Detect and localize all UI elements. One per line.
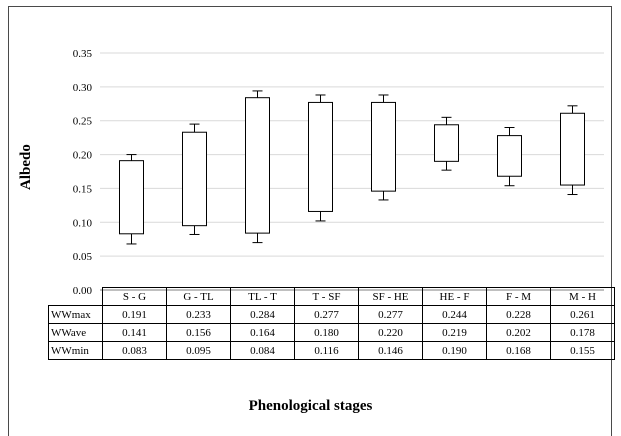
table-cell: 0.095	[166, 341, 231, 360]
table-row: WWave 0.141 0.156 0.164 0.180 0.220 0.219 0.202…	[48, 323, 615, 342]
table-cell: 0.156	[166, 323, 231, 342]
box	[245, 97, 270, 234]
table-cell: 0.244	[422, 305, 487, 324]
box-series	[119, 90, 585, 245]
grid-lines	[100, 52, 604, 291]
table-cell: 0.168	[486, 341, 551, 360]
category-label: M - H	[550, 287, 615, 306]
table-row-label: WWave	[48, 323, 103, 342]
category-label: T - SF	[294, 287, 359, 306]
table-corner	[49, 288, 103, 306]
table-cell: 0.083	[102, 341, 167, 360]
table-row-label: WWmax	[48, 305, 103, 324]
category-label: F - M	[486, 287, 551, 306]
table-cell: 0.180	[294, 323, 359, 342]
box	[371, 101, 396, 192]
y-tick-label: 0.35	[73, 48, 93, 60]
box-group-1	[119, 154, 144, 245]
y-tick-label: 0.20	[73, 150, 93, 162]
y-tick-label: 0.15	[73, 183, 93, 195]
box	[434, 124, 459, 162]
table-cell: 0.084	[230, 341, 295, 360]
category-label: HE - F	[422, 287, 487, 306]
table-cell: 0.155	[550, 341, 615, 360]
box-group-3	[245, 90, 270, 244]
table-cell: 0.178	[550, 323, 615, 342]
table-cell: 0.191	[102, 305, 167, 324]
box-group-6	[434, 116, 459, 171]
category-label: G - TL	[166, 287, 231, 306]
y-tick-label: 0.30	[73, 82, 93, 94]
y-tick-label: 0.10	[73, 217, 93, 229]
table-row-label: WWmin	[48, 341, 103, 360]
y-tick-labels: 0.00 0.05 0.10 0.15 0.20 0.25 0.30 0.35	[73, 48, 93, 297]
box-group-4	[308, 94, 333, 222]
table-cell: 0.116	[294, 341, 359, 360]
box	[497, 135, 522, 177]
table-cell: 0.164	[230, 323, 295, 342]
category-label: S - G	[102, 287, 167, 306]
table-cell: 0.190	[422, 341, 487, 360]
table-cell: 0.219	[422, 323, 487, 342]
table-row: WWmin 0.083 0.095 0.084 0.116 0.146 0.190 0.168…	[48, 341, 615, 360]
category-label: SF - HE	[358, 287, 423, 306]
table-cell: 0.141	[102, 323, 167, 342]
table-cell: 0.202	[486, 323, 551, 342]
box	[560, 112, 585, 186]
table-cell: 0.277	[294, 305, 359, 324]
table-cell: 0.146	[358, 341, 423, 360]
x-axis-title: Phenological stages	[248, 398, 373, 414]
y-tick-label: 0.00	[73, 285, 93, 297]
y-axis-title: Albedo	[18, 144, 34, 190]
table-cell: 0.228	[486, 305, 551, 324]
box-group-8	[560, 105, 585, 196]
table-cell: 0.233	[166, 305, 231, 324]
box-group-2	[182, 123, 207, 235]
table-cell: 0.277	[358, 305, 423, 324]
table-cell: 0.284	[230, 305, 295, 324]
table-row: WWmax 0.191 0.233 0.284 0.277 0.277 0.244 0.228…	[48, 305, 615, 324]
table-cell: 0.261	[550, 305, 615, 324]
box-group-5	[371, 94, 396, 201]
category-label: TL - T	[230, 287, 295, 306]
box-group-7	[497, 126, 522, 187]
table-cell: 0.220	[358, 323, 423, 342]
chart-frame	[8, 6, 612, 436]
y-tick-label: 0.05	[73, 251, 93, 263]
box	[182, 131, 207, 227]
box	[308, 101, 333, 212]
y-tick-label: 0.25	[73, 116, 93, 128]
box	[119, 160, 144, 235]
